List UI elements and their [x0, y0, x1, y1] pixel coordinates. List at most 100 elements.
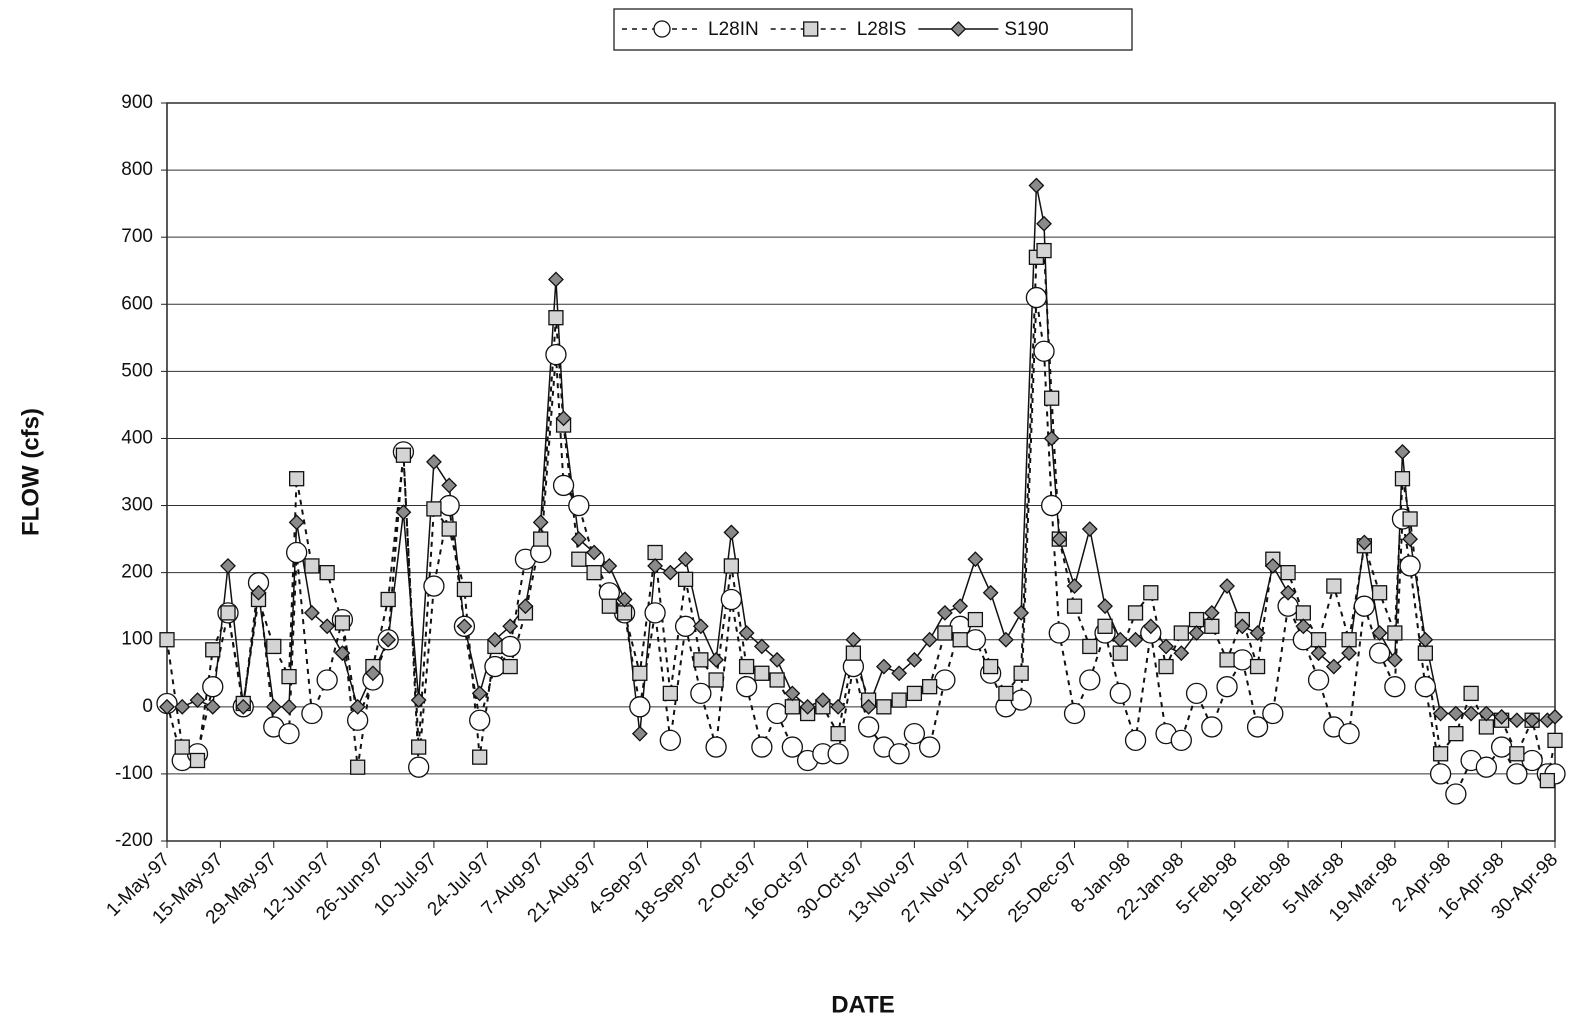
- marker: [964, 629, 987, 651]
- marker: [1204, 618, 1220, 634]
- marker: [1463, 705, 1480, 722]
- marker: [1417, 631, 1434, 648]
- marker: [876, 699, 892, 715]
- marker: [1394, 471, 1411, 487]
- marker: [1082, 638, 1098, 655]
- marker: [934, 669, 956, 691]
- marker: [1013, 665, 1029, 681]
- marker: [891, 665, 908, 682]
- marker: [781, 736, 804, 758]
- marker: [189, 752, 206, 769]
- marker: [616, 591, 633, 608]
- marker: [1127, 605, 1144, 621]
- marker: [1124, 729, 1147, 752]
- legend-label: L28IN: [708, 19, 759, 40]
- marker: [1041, 494, 1063, 517]
- marker: [1109, 682, 1131, 705]
- marker: [754, 665, 770, 681]
- marker: [517, 598, 534, 615]
- marker: [997, 631, 1014, 648]
- marker: [738, 625, 755, 641]
- marker: [1509, 746, 1525, 762]
- marker: [769, 651, 786, 668]
- marker: [1112, 631, 1129, 648]
- marker: [784, 685, 801, 702]
- marker: [250, 584, 267, 601]
- marker: [408, 756, 430, 778]
- marker: [1384, 676, 1406, 698]
- marker: [552, 474, 575, 497]
- marker: [586, 564, 602, 581]
- marker: [723, 524, 740, 541]
- marker: [1063, 702, 1086, 725]
- marker: [159, 698, 175, 715]
- marker: [693, 652, 709, 668]
- marker: [1490, 736, 1513, 758]
- x-axis-title: DATE: [831, 991, 895, 1018]
- marker: [1280, 584, 1296, 601]
- marker: [659, 729, 681, 752]
- marker: [545, 343, 567, 366]
- marker: [1249, 625, 1266, 641]
- marker: [499, 635, 521, 658]
- marker: [278, 723, 300, 745]
- marker: [1173, 645, 1190, 662]
- marker: [1048, 622, 1070, 644]
- marker: [952, 598, 969, 615]
- marker: [674, 615, 697, 637]
- marker: [1368, 642, 1391, 664]
- marker: [845, 631, 862, 648]
- y-tick-label: -200: [115, 830, 153, 851]
- marker: [814, 692, 831, 709]
- marker: [411, 739, 427, 755]
- marker: [1112, 645, 1128, 661]
- y-tick-label: 300: [121, 495, 153, 516]
- marker: [632, 665, 648, 681]
- marker: [1013, 604, 1030, 621]
- marker: [502, 658, 518, 675]
- marker: [616, 605, 633, 621]
- legend-marker: [653, 20, 671, 38]
- marker: [281, 668, 297, 685]
- marker: [644, 602, 666, 624]
- y-tick-label: 500: [121, 360, 153, 381]
- marker: [1478, 719, 1495, 735]
- marker: [334, 645, 351, 662]
- y-tick-label: 700: [121, 226, 153, 247]
- y-tick-label: -100: [115, 763, 153, 784]
- marker: [380, 591, 396, 608]
- marker: [1432, 746, 1449, 762]
- marker: [921, 631, 938, 648]
- marker: [888, 743, 910, 765]
- marker: [1142, 618, 1159, 635]
- marker: [1188, 611, 1205, 628]
- marker: [601, 558, 618, 574]
- marker: [1524, 712, 1541, 729]
- marker: [1341, 645, 1358, 662]
- marker: [1173, 625, 1189, 641]
- marker: [1475, 756, 1498, 778]
- marker: [1036, 242, 1052, 259]
- marker: [784, 699, 801, 715]
- marker: [1417, 645, 1434, 661]
- marker: [720, 588, 743, 611]
- legend-marker: [950, 21, 967, 37]
- marker: [1066, 598, 1083, 614]
- marker: [301, 702, 323, 725]
- marker: [601, 598, 617, 614]
- legend-marker: [803, 21, 819, 37]
- marker: [1025, 286, 1048, 309]
- y-tick-label: 800: [121, 159, 153, 180]
- marker: [906, 651, 923, 668]
- marker: [319, 564, 335, 581]
- marker: [1445, 783, 1467, 805]
- marker: [1079, 669, 1101, 691]
- marker: [952, 632, 968, 648]
- marker: [548, 271, 564, 288]
- marker: [174, 739, 190, 755]
- marker: [1249, 658, 1266, 675]
- marker: [1478, 705, 1495, 722]
- marker: [472, 749, 488, 765]
- marker: [395, 504, 412, 521]
- marker: [380, 631, 397, 648]
